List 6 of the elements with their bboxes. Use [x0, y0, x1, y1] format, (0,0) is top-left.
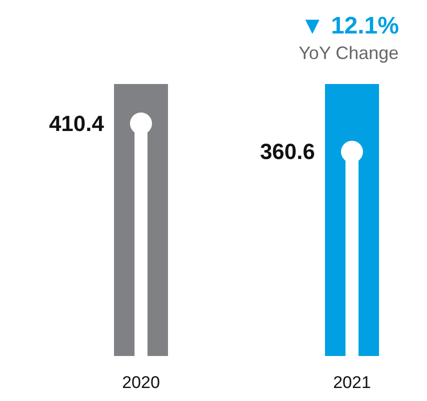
- data-label: 410.4: [48, 111, 105, 136]
- data-label: 360.6: [260, 139, 315, 164]
- x-tick-label: 2020: [122, 373, 160, 392]
- x-tick-label: 2021: [333, 373, 371, 392]
- text: ▼ 12.1%: [300, 12, 400, 40]
- text: YoY Change: [298, 43, 399, 63]
